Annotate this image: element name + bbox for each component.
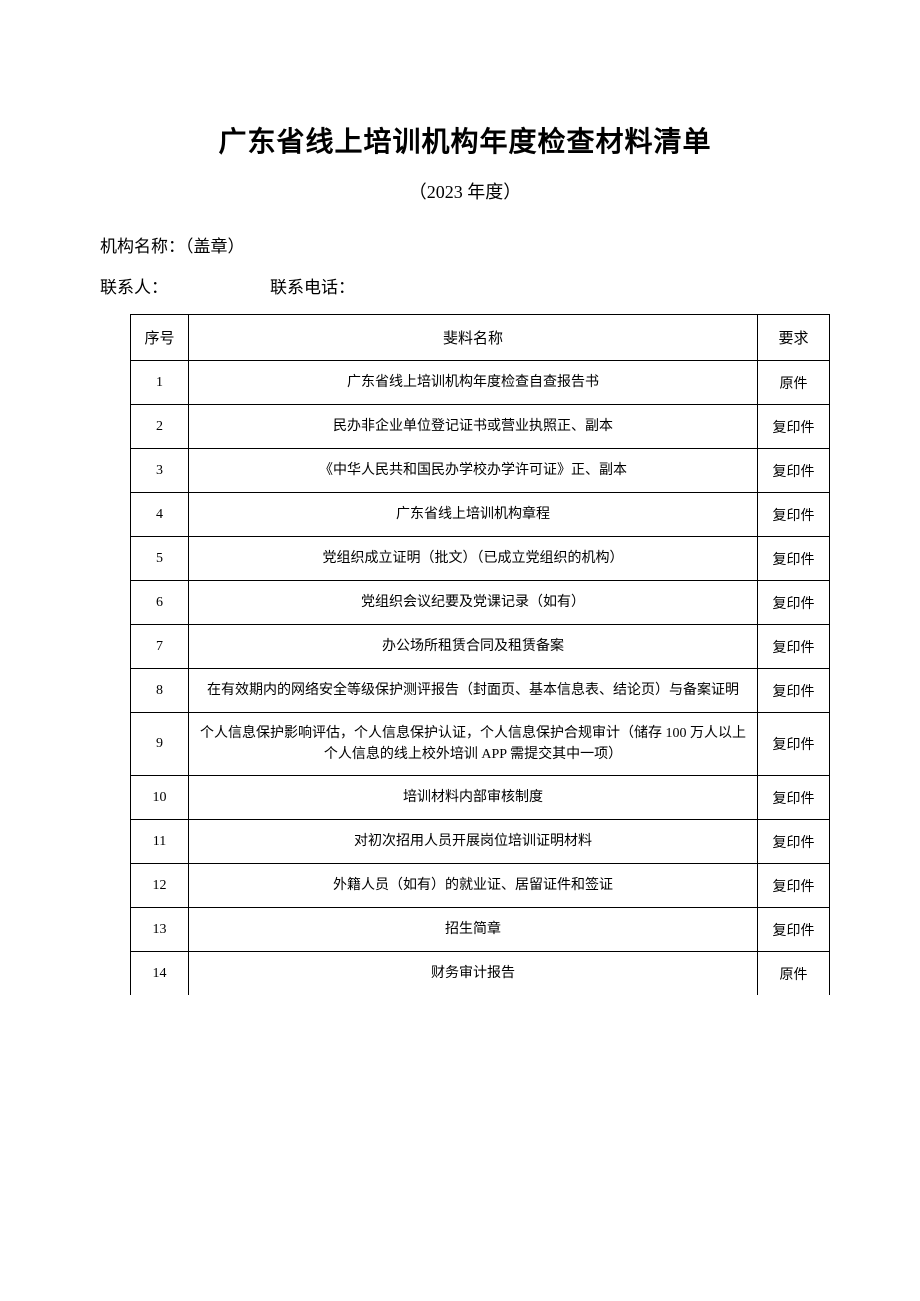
cell-req: 复印件 [758,581,830,625]
cell-seq: 6 [131,581,189,625]
cell-req: 复印件 [758,864,830,908]
materials-table: 序号 斐料名称 要求 1广东省线上培训机构年度检查自查报告书原件2民办非企业单位… [130,314,830,995]
cell-name: 外籍人员（如有）的就业证、居留证件和签证 [189,864,758,908]
cell-seq: 3 [131,449,189,493]
cell-seq: 1 [131,361,189,405]
cell-req: 复印件 [758,908,830,952]
contact-row: 联系人： 联系电话： [100,273,830,298]
cell-req: 复印件 [758,625,830,669]
cell-name: 党组织会议纪要及党课记录（如有） [189,581,758,625]
cell-req: 复印件 [758,820,830,864]
table-row: 13招生简章复印件 [131,908,830,952]
cell-name: 个人信息保护影响评估，个人信息保护认证，个人信息保护合规审计（储存 100 万人… [189,713,758,776]
table-row: 14财务审计报告原件 [131,952,830,996]
cell-req: 复印件 [758,493,830,537]
cell-req: 原件 [758,361,830,405]
cell-seq: 7 [131,625,189,669]
cell-seq: 5 [131,537,189,581]
header-req: 要求 [758,315,830,361]
cell-seq: 13 [131,908,189,952]
table-row: 7办公场所租赁合同及租赁备案复印件 [131,625,830,669]
cell-seq: 8 [131,669,189,713]
cell-name: 党组织成立证明（批文）（已成立党组织的机构） [189,537,758,581]
cell-seq: 4 [131,493,189,537]
table-row: 12外籍人员（如有）的就业证、居留证件和签证复印件 [131,864,830,908]
cell-name: 对初次招用人员开展岗位培训证明材料 [189,820,758,864]
document-subtitle: （2023 年度） [100,178,830,204]
org-name-label: 机构名称：（盖章） [100,232,245,257]
cell-seq: 12 [131,864,189,908]
cell-name: 《中华人民共和国民办学校办学许可证》正、副本 [189,449,758,493]
cell-name: 培训材料内部审核制度 [189,776,758,820]
table-row: 4广东省线上培训机构章程复印件 [131,493,830,537]
header-name: 斐料名称 [189,315,758,361]
table-header-row: 序号 斐料名称 要求 [131,315,830,361]
cell-req: 复印件 [758,669,830,713]
table-row: 6党组织会议纪要及党课记录（如有）复印件 [131,581,830,625]
table-row: 3《中华人民共和国民办学校办学许可证》正、副本复印件 [131,449,830,493]
table-row: 11对初次招用人员开展岗位培训证明材料复印件 [131,820,830,864]
cell-name: 广东省线上培训机构章程 [189,493,758,537]
cell-req: 复印件 [758,713,830,776]
cell-name: 民办非企业单位登记证书或营业执照正、副本 [189,405,758,449]
table-row: 5党组织成立证明（批文）（已成立党组织的机构）复印件 [131,537,830,581]
cell-req: 原件 [758,952,830,996]
document-title: 广东省线上培训机构年度检查材料清单 [100,120,830,160]
cell-seq: 14 [131,952,189,996]
cell-name: 办公场所租赁合同及租赁备案 [189,625,758,669]
cell-seq: 2 [131,405,189,449]
table-row: 2民办非企业单位登记证书或营业执照正、副本复印件 [131,405,830,449]
cell-name: 招生简章 [189,908,758,952]
cell-seq: 10 [131,776,189,820]
cell-req: 复印件 [758,776,830,820]
table-row: 10培训材料内部审核制度复印件 [131,776,830,820]
cell-req: 复印件 [758,537,830,581]
cell-seq: 11 [131,820,189,864]
cell-req: 复印件 [758,449,830,493]
cell-name: 在有效期内的网络安全等级保护测评报告（封面页、基本信息表、结论页）与备案证明 [189,669,758,713]
cell-name: 财务审计报告 [189,952,758,996]
contact-phone-label: 联系电话： [270,273,355,298]
table-row: 1广东省线上培训机构年度检查自查报告书原件 [131,361,830,405]
table-row: 9个人信息保护影响评估，个人信息保护认证，个人信息保护合规审计（储存 100 万… [131,713,830,776]
cell-seq: 9 [131,713,189,776]
contact-person-label: 联系人： [100,273,270,298]
org-name-field: 机构名称：（盖章） [100,232,830,257]
cell-req: 复印件 [758,405,830,449]
header-seq: 序号 [131,315,189,361]
cell-name: 广东省线上培训机构年度检查自查报告书 [189,361,758,405]
table-row: 8在有效期内的网络安全等级保护测评报告（封面页、基本信息表、结论页）与备案证明复… [131,669,830,713]
